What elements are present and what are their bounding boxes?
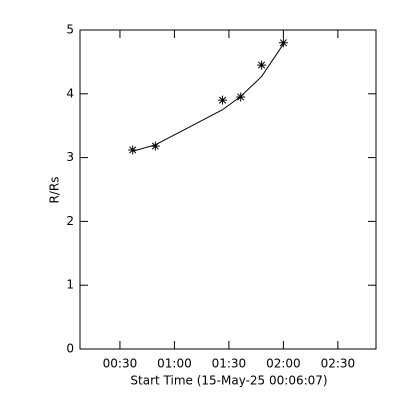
x-tick-label: 01:30: [212, 357, 247, 371]
x-tick-label: 01:00: [157, 357, 192, 371]
y-tick-label: 4: [66, 86, 74, 100]
y-tick-label: 0: [66, 342, 74, 356]
y-tick-label: 5: [66, 23, 74, 37]
data-point: [278, 38, 288, 48]
data-point: [236, 92, 246, 102]
x-tick-label: 00:30: [103, 357, 138, 371]
y-tick-label: 3: [66, 150, 74, 164]
x-tick-label: 02:00: [266, 357, 301, 371]
fit-line: [132, 43, 284, 152]
x-axis-label: Start Time (15-May-25 00:06:07): [130, 374, 327, 388]
y-tick-label: 1: [66, 278, 74, 292]
data-point: [257, 60, 267, 70]
data-point: [218, 95, 228, 105]
x-tick-label: 02:30: [321, 357, 356, 371]
y-axis-label: R/Rs: [48, 177, 62, 204]
data-point: [150, 141, 160, 151]
y-tick-label: 2: [66, 214, 74, 228]
data-point: [128, 145, 138, 155]
plot-frame: [79, 29, 377, 350]
